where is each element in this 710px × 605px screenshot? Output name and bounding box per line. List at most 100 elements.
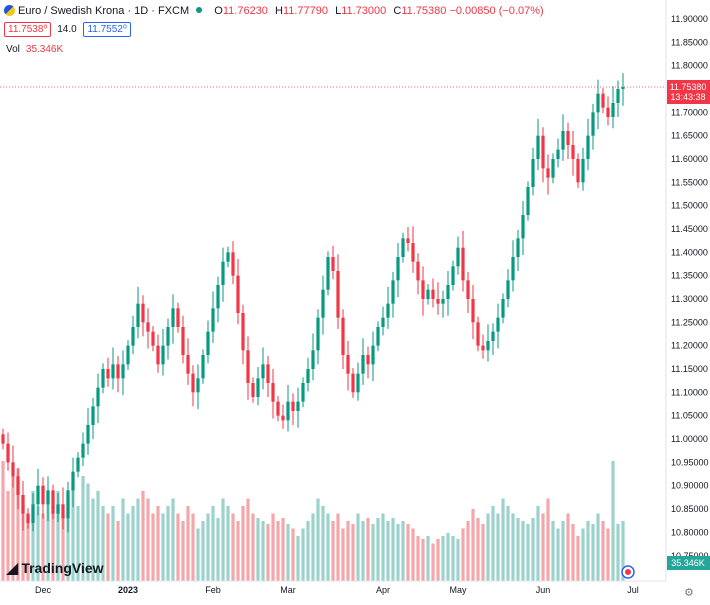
candle-body[interactable] — [101, 369, 105, 388]
sell-button[interactable]: 11.7538⁰ — [4, 22, 52, 37]
candle-body[interactable] — [331, 257, 335, 271]
candle-body[interactable] — [26, 513, 30, 523]
candle-body[interactable] — [296, 401, 300, 411]
candle-body[interactable] — [616, 89, 620, 103]
buy-button[interactable]: 11.7552⁰ — [83, 22, 131, 37]
candle-body[interactable] — [241, 313, 245, 351]
candle-body[interactable] — [476, 322, 480, 346]
candle-body[interactable] — [406, 238, 410, 243]
candle-body[interactable] — [71, 471, 75, 491]
candle-body[interactable] — [361, 355, 365, 374]
candle-body[interactable] — [221, 261, 225, 285]
candle-body[interactable] — [31, 504, 35, 523]
candle-body[interactable] — [246, 350, 250, 383]
symbol-title[interactable]: Euro / Swedish Krona · 1D · FXCM — [18, 5, 190, 17]
candle-body[interactable] — [106, 369, 110, 379]
candle-body[interactable] — [251, 383, 255, 397]
candle-body[interactable] — [416, 261, 420, 281]
candle-body[interactable] — [516, 238, 520, 257]
candle-body[interactable] — [306, 369, 310, 383]
candle-body[interactable] — [546, 168, 550, 178]
candle-body[interactable] — [11, 462, 15, 477]
candle-body[interactable] — [366, 355, 370, 365]
candle-body[interactable] — [301, 383, 305, 402]
candle-body[interactable] — [336, 271, 340, 318]
candle-body[interactable] — [286, 401, 290, 421]
candle-body[interactable] — [66, 490, 70, 519]
candle-body[interactable] — [381, 317, 385, 327]
candle-body[interactable] — [396, 257, 400, 281]
candle-body[interactable] — [401, 238, 405, 257]
candle-body[interactable] — [256, 378, 260, 397]
candle-body[interactable] — [471, 299, 475, 323]
candle-body[interactable] — [56, 504, 60, 514]
candle-body[interactable] — [531, 159, 535, 187]
candle-body[interactable] — [61, 504, 65, 519]
candle-body[interactable] — [611, 103, 615, 117]
candle-body[interactable] — [281, 415, 285, 421]
candle-body[interactable] — [206, 331, 210, 355]
candle-body[interactable] — [431, 289, 435, 299]
candle-body[interactable] — [411, 243, 415, 262]
candle-body[interactable] — [176, 308, 180, 327]
candle-body[interactable] — [586, 135, 590, 159]
candle-body[interactable] — [271, 383, 275, 402]
candle-body[interactable] — [276, 401, 280, 416]
candle-body[interactable] — [451, 266, 455, 285]
settings-icon[interactable]: ⚙ — [684, 587, 694, 599]
candle-body[interactable] — [356, 373, 360, 393]
candle-body[interactable] — [551, 159, 555, 178]
candle-body[interactable] — [201, 355, 205, 379]
candle-body[interactable] — [351, 373, 355, 393]
candle-body[interactable] — [1, 434, 5, 444]
candle-body[interactable] — [166, 327, 170, 346]
candle-body[interactable] — [511, 257, 515, 281]
candle-body[interactable] — [96, 387, 100, 407]
candle-body[interactable] — [486, 341, 490, 351]
candle-body[interactable] — [131, 327, 135, 346]
candle-body[interactable] — [216, 285, 220, 309]
candle-body[interactable] — [316, 317, 320, 351]
candle-body[interactable] — [261, 364, 265, 379]
candle-body[interactable] — [266, 364, 270, 383]
candle-body[interactable] — [376, 327, 380, 346]
candle-body[interactable] — [591, 112, 595, 136]
candle-body[interactable] — [226, 252, 230, 262]
candle-body[interactable] — [141, 303, 145, 323]
candle-body[interactable] — [526, 187, 530, 215]
candle-body[interactable] — [566, 131, 570, 145]
candle-body[interactable] — [386, 303, 390, 318]
candle-body[interactable] — [561, 131, 565, 150]
candle-body[interactable] — [231, 252, 235, 276]
candle-body[interactable] — [571, 145, 575, 159]
candle-body[interactable] — [521, 215, 525, 239]
candle-body[interactable] — [506, 280, 510, 299]
candle-body[interactable] — [621, 87, 625, 89]
candle-body[interactable] — [136, 303, 140, 327]
candle-body[interactable] — [391, 280, 395, 304]
candle-body[interactable] — [291, 401, 295, 411]
tradingview-logo[interactable]: ◢ TradingView — [6, 558, 104, 578]
candle-body[interactable] — [6, 443, 10, 463]
candle-body[interactable] — [76, 457, 80, 472]
candle-body[interactable] — [36, 485, 40, 505]
candle-body[interactable] — [441, 299, 445, 304]
candle-body[interactable] — [601, 93, 605, 108]
candle-body[interactable] — [156, 345, 160, 365]
candle-body[interactable] — [111, 364, 115, 379]
candle-body[interactable] — [116, 364, 120, 379]
candle-body[interactable] — [321, 289, 325, 318]
candle-body[interactable] — [481, 345, 485, 351]
candle-body[interactable] — [426, 289, 430, 299]
candle-body[interactable] — [311, 350, 315, 369]
candle-body[interactable] — [91, 406, 95, 425]
candle-body[interactable] — [536, 135, 540, 159]
candle-body[interactable] — [371, 345, 375, 365]
candle-body[interactable] — [576, 159, 580, 183]
candle-body[interactable] — [126, 345, 130, 365]
candle-body[interactable] — [326, 257, 330, 290]
candle-body[interactable] — [466, 280, 470, 299]
candle-body[interactable] — [121, 364, 125, 379]
candle-body[interactable] — [21, 495, 25, 514]
candle-body[interactable] — [556, 149, 560, 159]
